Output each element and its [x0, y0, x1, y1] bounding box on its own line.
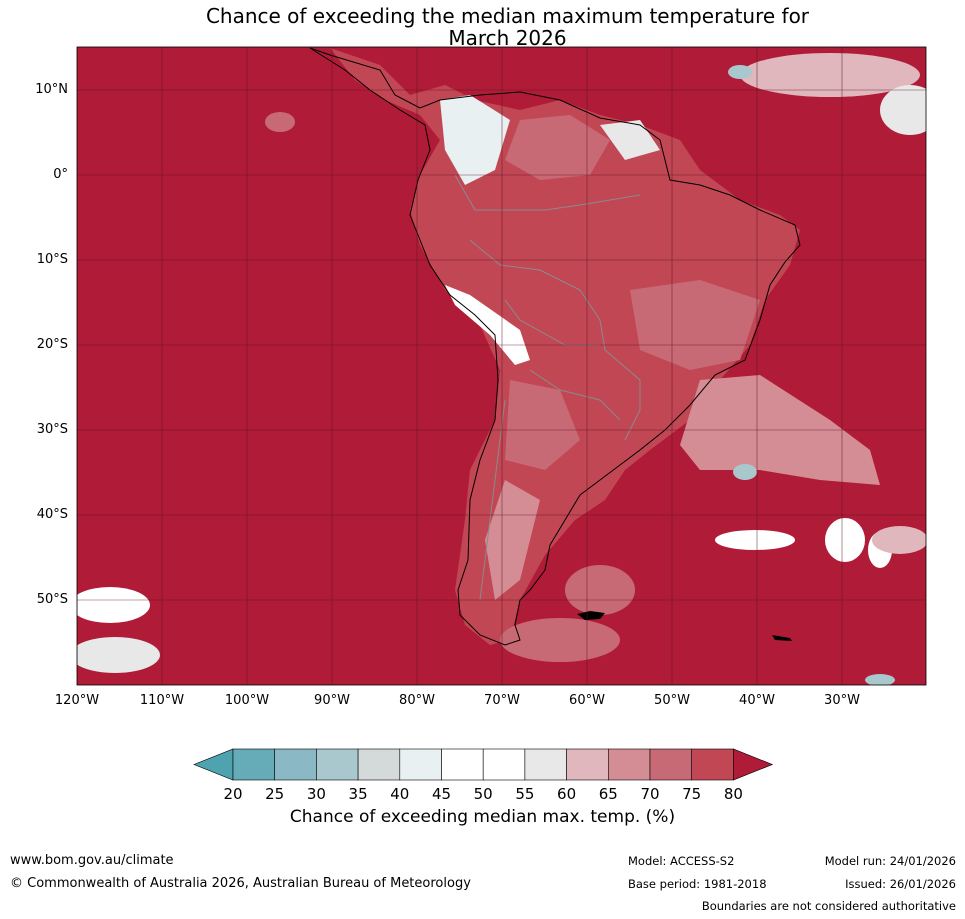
land-patch-patagonia	[485, 480, 540, 600]
lat-label-0: 0°	[53, 167, 68, 182]
colorbar: 20 25 30 35 40 45 50 55 60 65 70 75 80	[193, 748, 774, 803]
lon-label-60w: 60°W	[569, 693, 605, 708]
lat-label-10s: 10°S	[36, 252, 68, 267]
ocean-patch-north-atlantic	[740, 53, 920, 97]
graticule	[77, 47, 926, 685]
south-america-land	[330, 48, 800, 645]
colorbar-tick-label: 50	[474, 785, 493, 803]
colorbar-segment	[357, 748, 401, 781]
lat-label-30s: 30°S	[36, 422, 68, 437]
colorbar-tick-label: 75	[682, 785, 701, 803]
colorbar-tick-label: 25	[265, 785, 284, 803]
footer-website: www.bom.gov.au/climate	[10, 853, 174, 868]
lat-label-50s: 50°S	[36, 592, 68, 607]
lon-label-120w: 120°W	[54, 693, 100, 708]
colorbar-tick-label: 65	[599, 785, 618, 803]
ocean-patch-w-atlantic	[865, 674, 895, 685]
footer-base-period: Base period: 1981-2018	[628, 877, 767, 891]
lon-label-40w: 40°W	[739, 693, 775, 708]
colorbar-tick-label: 60	[557, 785, 576, 803]
colorbar-tick-label: 20	[223, 785, 242, 803]
ocean-patch-sa-4	[872, 526, 926, 554]
ocean-patch-nw-pacific	[265, 112, 295, 132]
south-georgia	[772, 635, 792, 641]
colorbar-segment	[607, 748, 651, 781]
coastline	[309, 47, 801, 646]
ocean-patch-sw-pacific-2	[77, 637, 160, 673]
land-patch-amazon	[505, 115, 610, 180]
lon-label-110w: 110°W	[139, 693, 185, 708]
ocean-patch-sw-pacific	[77, 587, 150, 623]
colorbar-segment	[399, 748, 442, 781]
lon-label-100w: 100°W	[224, 693, 270, 708]
country-borders	[454, 174, 641, 601]
falkland-islands	[577, 611, 605, 620]
footer-issued: Issued: 26/01/2026	[845, 877, 956, 891]
land-patch-argentina	[505, 380, 580, 470]
ocean-patch-north-atlantic-2	[880, 85, 926, 135]
lon-label-80w: 80°W	[399, 693, 435, 708]
footer-disclaimer: Boundaries are not considered authoritat…	[701, 899, 956, 913]
colorbar-label: Chance of exceeding median max. temp. (%…	[289, 807, 676, 827]
colorbar-tick-label: 30	[307, 785, 326, 803]
ocean-patch-sa-3	[715, 530, 795, 550]
lat-label-20s: 20°S	[36, 337, 68, 352]
footer-model: Model: ACCESS-S2	[628, 854, 735, 868]
colorbar-tick-label: 70	[640, 785, 659, 803]
colorbar-segment	[232, 748, 276, 781]
colorbar-tick-label: 55	[515, 785, 534, 803]
ocean-patch-sa-1	[825, 518, 865, 562]
lon-label-70w: 70°W	[484, 693, 520, 708]
colorbar-tick-label: 40	[390, 785, 409, 803]
lat-label-40s: 40°S	[36, 507, 68, 522]
colorbar-segment	[482, 748, 526, 781]
chart-title-line-2: March 2026	[448, 26, 567, 50]
land-patch-guiana	[600, 120, 660, 160]
ocean-patch-e-pacific	[500, 618, 620, 662]
map-frame	[76, 46, 927, 686]
colorbar-segment	[441, 748, 484, 781]
colorbar-segment	[566, 748, 609, 781]
colorbar-segment	[649, 748, 693, 781]
colorbar-tick-label: 35	[349, 785, 368, 803]
chart-title-line-1: Chance of exceeding the median maximum t…	[205, 4, 810, 28]
colorbar-tick-label: 45	[432, 785, 451, 803]
footer-copyright: © Commonwealth of Australia 2026, Austra…	[10, 876, 471, 891]
colorbar-extend-high	[733, 748, 774, 781]
ocean-patch-uruguay-coast	[565, 565, 635, 615]
ocean-patch-n-atlantic-low	[728, 65, 752, 79]
colorbar-tick-label: 80	[724, 785, 743, 803]
colorbar-extend-low	[193, 748, 234, 781]
lon-label-50w: 50°W	[654, 693, 690, 708]
lat-label-10n: 10°N	[35, 82, 68, 97]
footer-model-run: Model run: 24/01/2026	[824, 854, 956, 868]
colorbar-segment	[691, 748, 734, 781]
lon-label-90w: 90°W	[314, 693, 350, 708]
colorbar-segment	[524, 748, 567, 781]
land-patch-brazil	[630, 280, 760, 370]
land-patch-atlantic-low	[733, 464, 757, 480]
colorbar-segment	[274, 748, 317, 781]
land-patch-venezuela	[440, 95, 510, 185]
lon-label-30w: 30°W	[824, 693, 860, 708]
colorbar-segment	[316, 748, 359, 781]
